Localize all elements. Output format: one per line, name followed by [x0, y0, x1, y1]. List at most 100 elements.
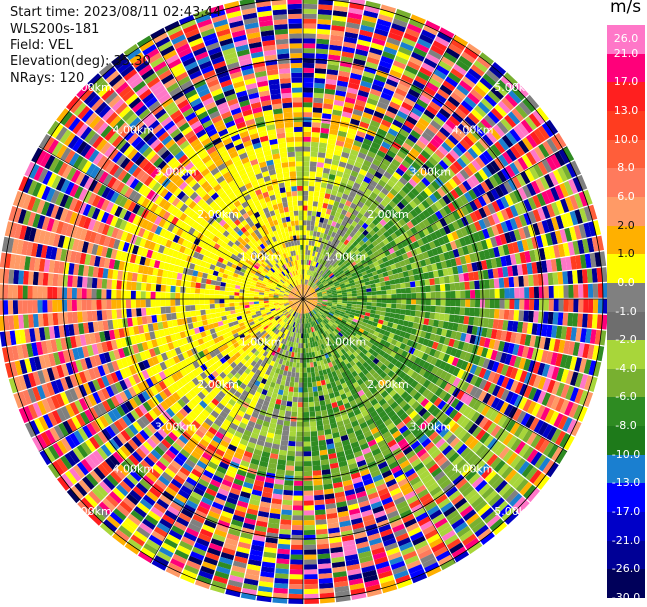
velocity-gate [298, 397, 303, 403]
velocity-gate [395, 167, 405, 177]
velocity-gate [476, 241, 484, 252]
velocity-gate [500, 196, 510, 209]
velocity-gate [449, 164, 460, 175]
velocity-gate [395, 308, 401, 314]
velocity-gate [505, 255, 512, 266]
velocity-gate [390, 123, 401, 133]
velocity-gate [334, 211, 341, 218]
velocity-gate [380, 4, 396, 14]
velocity-gate [365, 225, 373, 233]
velocity-gate [493, 124, 505, 138]
velocity-gate [325, 245, 330, 251]
velocity-gate [444, 100, 457, 111]
velocity-gate [308, 195, 314, 202]
velocity-gate [345, 163, 354, 171]
velocity-gate [361, 180, 369, 188]
velocity-gate [562, 242, 571, 257]
velocity-gate [508, 90, 522, 104]
velocity-gate [336, 228, 343, 235]
velocity-gate [307, 215, 312, 221]
velocity-gate [293, 387, 299, 393]
velocity-gate [448, 43, 463, 55]
velocity-gate [312, 301, 318, 303]
velocity-gate [396, 132, 407, 142]
velocity-gate [343, 101, 355, 109]
velocity-gate [303, 407, 309, 413]
velocity-gate [386, 179, 396, 188]
velocity-gate [308, 260, 311, 266]
velocity-gate [309, 287, 313, 292]
velocity-gate [486, 190, 496, 203]
velocity-gate [473, 84, 487, 98]
velocity-gate [307, 382, 313, 388]
velocity-gate [314, 68, 327, 74]
velocity-gate [496, 170, 507, 183]
velocity-gate [535, 178, 546, 192]
velocity-gate [434, 92, 447, 104]
velocity-gate [520, 119, 534, 134]
velocity-gate [363, 159, 372, 168]
velocity-gate [443, 205, 452, 215]
velocity-gate [336, 191, 344, 198]
velocity-gate [438, 145, 449, 156]
velocity-gate [321, 291, 327, 294]
velocity-gate [354, 193, 362, 201]
velocity-gate [369, 47, 383, 56]
velocity-gate [555, 258, 563, 272]
velocity-gate [389, 279, 396, 285]
velocity-gate [303, 82, 314, 88]
velocity-gate [394, 278, 401, 284]
velocity-gate [494, 288, 500, 299]
velocity-gate [359, 147, 369, 155]
velocity-gate [430, 305, 436, 313]
velocity-gate [466, 325, 474, 335]
velocity-gate [400, 288, 407, 294]
velocity-gate [331, 305, 337, 308]
velocity-gate [316, 281, 322, 286]
velocity-gate [495, 329, 503, 341]
velocity-gate [303, 520, 315, 526]
velocity-gate [330, 260, 336, 266]
velocity-gate [570, 327, 577, 341]
velocity-gate [463, 316, 470, 325]
velocity-gate [356, 289, 362, 294]
velocity-gate [343, 239, 350, 246]
velocity-gate [426, 142, 438, 153]
velocity-gate [336, 304, 342, 307]
velocity-gate [311, 276, 315, 282]
velocity-gate [290, 549, 303, 555]
velocity-gate [374, 278, 380, 284]
velocity-gate [281, 375, 287, 381]
velocity-gate [393, 205, 402, 213]
velocity-gate [418, 230, 426, 239]
velocity-gate [318, 563, 332, 570]
velocity-gate [570, 160, 582, 176]
velocity-gate [397, 83, 410, 93]
velocity-gate [447, 267, 454, 276]
velocity-gate [518, 275, 524, 287]
velocity-gate [328, 49, 342, 56]
velocity-gate [317, 23, 331, 30]
velocity-gate [329, 128, 339, 136]
velocity-gate [349, 2, 365, 10]
velocity-gate [398, 46, 412, 56]
velocity-gate [303, 485, 313, 491]
velocity-gate [314, 279, 319, 284]
velocity-gate [310, 156, 318, 162]
velocity-gate [427, 249, 434, 258]
velocity-gate [303, 43, 316, 49]
velocity-gate [425, 299, 431, 306]
velocity-gate [391, 96, 403, 106]
velocity-gate [410, 226, 418, 235]
velocity-gate [388, 32, 403, 42]
velocity-gate [535, 235, 544, 248]
velocity-gate [338, 186, 345, 194]
velocity-gate [321, 290, 327, 293]
velocity-gate [323, 163, 332, 169]
velocity-gate [406, 212, 415, 221]
velocity-gate [314, 504, 326, 511]
velocity-gate [316, 538, 329, 545]
velocity-gate [555, 215, 564, 230]
velocity-gate [343, 215, 350, 223]
velocity-gate [327, 271, 333, 276]
